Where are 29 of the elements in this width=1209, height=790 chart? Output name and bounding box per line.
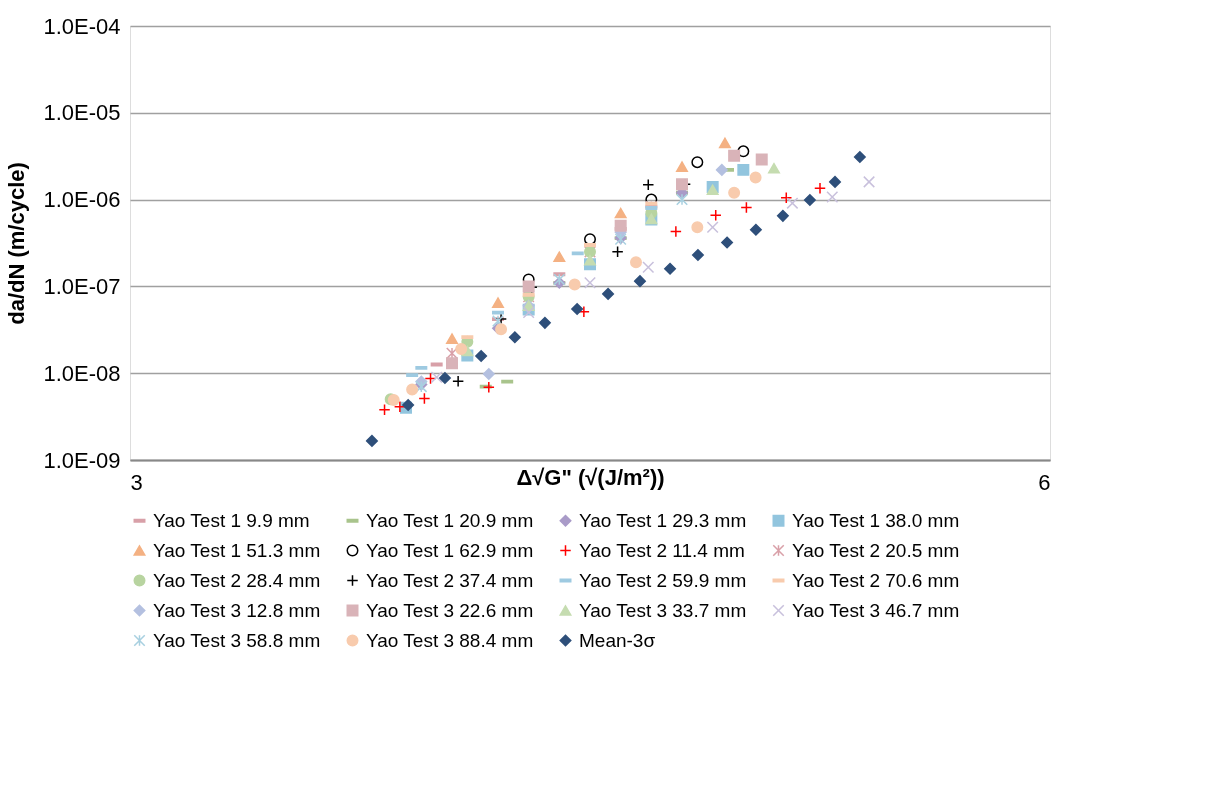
y-tick-label: 1.0E-07 [43,273,121,299]
legend-label: Yao Test 1 51.3 mm [153,539,321,561]
legend-label: Yao Test 1 9.9 mm [153,509,310,531]
y-tick-label: 1.0E-09 [43,447,121,473]
y-tick-label: 1.0E-05 [43,100,121,126]
legend-label: Yao Test 2 59.9 mm [579,569,747,591]
x-axis-title: Δ√G" (√(J/m²)) [516,464,665,490]
legend-label: Yao Test 3 58.8 mm [153,629,321,651]
legend-label: Yao Test 1 62.9 mm [366,539,534,561]
legend-label: Yao Test 2 70.6 mm [792,569,960,591]
legend-label: Yao Test 2 37.4 mm [366,569,534,591]
legend-label: Yao Test 1 20.9 mm [366,509,534,531]
legend-label: Yao Test 2 28.4 mm [153,569,321,591]
legend-label: Mean-3σ [579,629,656,651]
y-axis-title: da/dN (m/cycle) [4,162,30,325]
legend-label: Yao Test 3 12.8 mm [153,599,321,621]
legend-label: Yao Test 1 38.0 mm [792,509,960,531]
y-tick-label: 1.0E-06 [43,187,121,213]
legend-label: Yao Test 3 33.7 mm [579,599,747,621]
legend-label: Yao Test 2 20.5 mm [792,539,960,561]
legend-label: Yao Test 3 22.6 mm [366,599,534,621]
legend-label: Yao Test 3 88.4 mm [366,629,534,651]
y-tick-label: 1.0E-04 [43,13,121,39]
x-tick-label: 3 [130,469,143,495]
x-tick-label: 6 [1038,469,1051,495]
y-tick-label: 1.0E-08 [43,360,121,386]
legend-label: Yao Test 3 46.7 mm [792,599,960,621]
legend-label: Yao Test 2 11.4 mm [579,539,745,561]
legend-label: Yao Test 1 29.3 mm [579,509,747,531]
